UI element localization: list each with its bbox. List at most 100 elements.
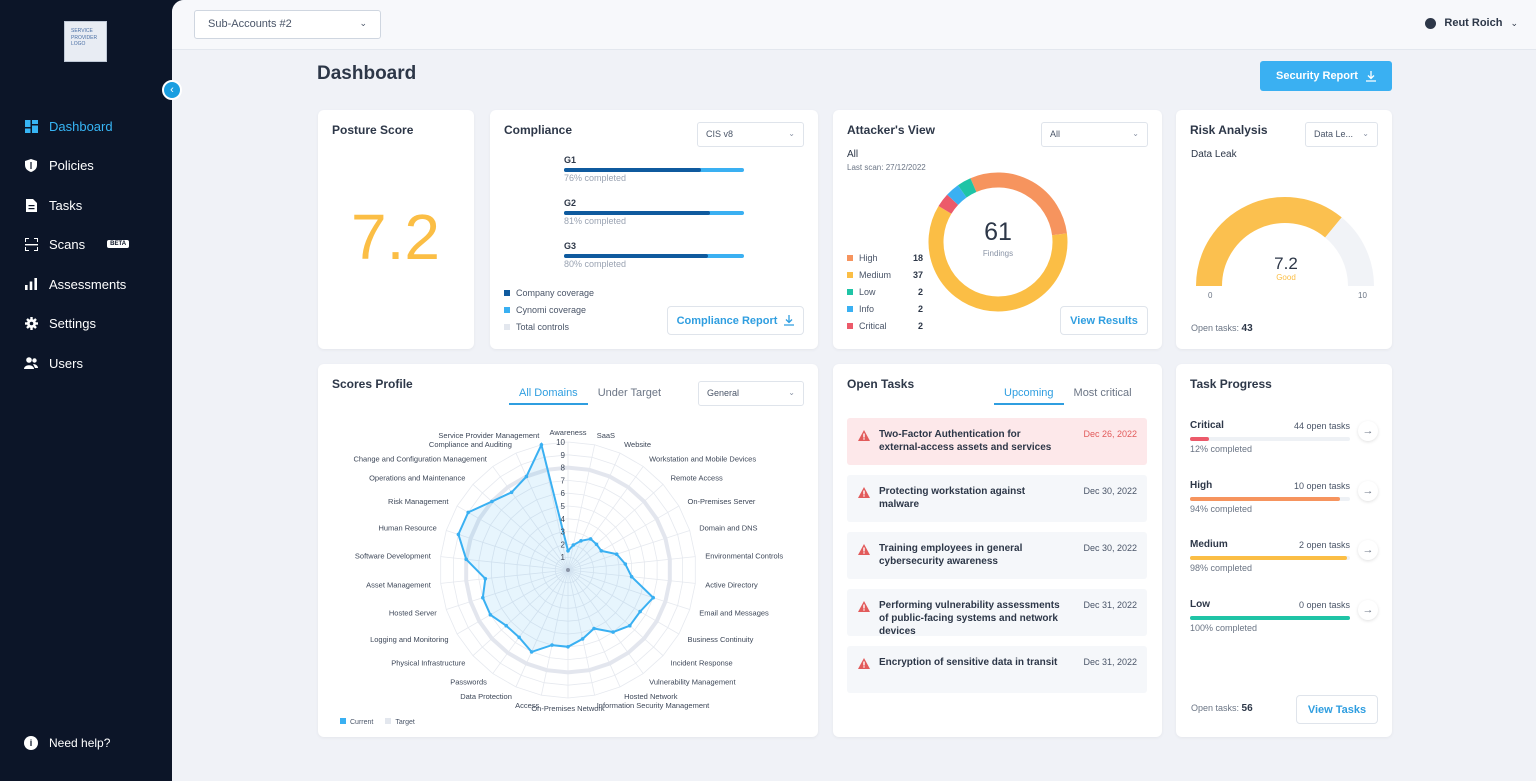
company-coverage-fill [564, 168, 701, 172]
attacker-filter-select[interactable]: All ⌄ [1041, 122, 1148, 147]
task-progress-card: Task Progress Critical 44 open tasks 12% c… [1176, 364, 1392, 737]
user-menu[interactable]: Reut Roich ⌄ [1425, 17, 1518, 29]
findings-total-label: Findings [982, 249, 1014, 258]
tab-all-domains[interactable]: All Domains [509, 387, 588, 405]
progress-track [1190, 615, 1350, 620]
sidebar-item-label: Policies [49, 157, 94, 173]
scan-icon [24, 237, 38, 251]
radar-axis-label: Awareness [550, 428, 587, 437]
radar-point [517, 635, 521, 640]
tab-most-critical[interactable]: Most critical [1073, 387, 1132, 399]
compliance-report-label: Compliance Report [676, 314, 778, 327]
sidebar-item-policies[interactable]: Policies [24, 155, 94, 175]
progress-label: High [1190, 479, 1213, 491]
compliance-report-button[interactable]: Compliance Report [667, 306, 804, 335]
findings-legend-item: High 18 [847, 253, 923, 263]
progress-percent: 12% completed [1190, 444, 1253, 454]
group-progress-bar [564, 254, 744, 258]
radar-tick-label: 9 [561, 451, 566, 460]
risk-gauge [1196, 197, 1374, 287]
radar-point [628, 623, 632, 628]
arrow-right-icon[interactable]: → [1358, 421, 1378, 441]
chevron-down-icon: ⌄ [1510, 17, 1518, 28]
risk-subtitle: Data Leak [1191, 149, 1237, 160]
scores-filter-select[interactable]: General ⌄ [698, 381, 804, 406]
findings-total: 61 [984, 218, 1012, 246]
chevron-left-icon: ‹ [170, 84, 174, 96]
shield-icon [24, 158, 38, 172]
bar-chart-icon [24, 277, 38, 291]
legend-total-controls: Total controls [504, 322, 569, 332]
radar-point [504, 623, 508, 628]
sidebar-item-tasks[interactable]: Tasks [24, 195, 82, 215]
radar-point [524, 474, 529, 479]
collapse-sidebar-button[interactable]: ‹ [162, 80, 182, 100]
open-task-item[interactable]: Performing vulnerability assessments of … [847, 589, 1147, 637]
legend-swatch [504, 324, 510, 330]
progress-open-count: 44 open tasks [1293, 421, 1350, 431]
compliance-group-g1: G1 76% completed [564, 155, 744, 183]
risk-filter-select[interactable]: Data Le... ⌄ [1305, 122, 1378, 147]
open-task-item[interactable]: Protecting workstation against malware De… [847, 475, 1147, 522]
group-label: G2 [564, 198, 577, 208]
progress-track [1190, 556, 1350, 560]
sidebar-item-label: Assessments [49, 276, 127, 292]
radar-axis-label: SaaS [597, 431, 615, 440]
progress-open-count: 0 open tasks [1298, 599, 1350, 610]
radar-axis-label: Data Protection [460, 692, 512, 701]
arrow-right-icon[interactable]: → [1358, 599, 1378, 620]
company-coverage-fill [564, 254, 708, 258]
arrow-right-icon[interactable]: → [1358, 540, 1378, 560]
need-help-link[interactable]: i Need help? [24, 736, 110, 750]
sub-account-select[interactable]: Sub-Accounts #2 ⌄ [194, 10, 381, 39]
sidebar-item-dashboard[interactable]: Dashboard [24, 116, 113, 136]
donut-segment-info [947, 185, 967, 205]
open-tasks-count: 56 [1241, 703, 1253, 714]
radar-point [550, 643, 554, 647]
radar-point [592, 626, 596, 631]
legend-swatch [504, 307, 510, 313]
sidebar-item-settings[interactable]: Settings [24, 313, 96, 333]
legend-label: Company coverage [516, 288, 595, 298]
framework-select[interactable]: CIS v8 ⌄ [697, 122, 804, 147]
beta-badge: BETA [107, 240, 130, 248]
radar-point [651, 595, 655, 600]
open-task-item[interactable]: Encryption of sensitive data in transit D… [847, 646, 1147, 693]
sidebar-item-scans[interactable]: Scans BETA [24, 234, 130, 254]
radar-tick-label: 3 [561, 528, 566, 537]
risk-filter-value: Data Le... [1314, 129, 1354, 139]
open-task-item[interactable]: Training employees in general cybersecur… [847, 532, 1147, 579]
group-progress-bar [564, 168, 744, 172]
legend-label: Cynomi coverage [516, 305, 587, 315]
open-task-item[interactable]: Two-Factor Authentication for external-a… [847, 418, 1147, 465]
tab-upcoming[interactable]: Upcoming [994, 387, 1064, 405]
radar-point [566, 549, 570, 553]
radar-axis-label: Environmental Controls [705, 552, 783, 561]
security-report-button[interactable]: Security Report [1260, 61, 1392, 91]
radar-point [509, 490, 514, 495]
arrow-right-icon[interactable]: → [1358, 480, 1378, 501]
warning-icon [858, 487, 870, 498]
progress-label: Low [1190, 598, 1210, 610]
open-tasks-title: Open Tasks [847, 377, 915, 391]
warning-icon [858, 601, 870, 612]
sidebar-item-users[interactable]: Users [24, 353, 83, 373]
radar-point [629, 574, 634, 579]
sidebar-item-assessments[interactable]: Assessments [24, 274, 126, 294]
view-tasks-button[interactable]: View Tasks [1296, 695, 1378, 724]
radar-axis-label: Email and Messages [699, 609, 769, 618]
legend-label: Current [350, 719, 374, 726]
finding-label: Medium [859, 270, 892, 280]
open-tasks-card: Open Tasks Upcoming Most critical Two-Fa… [833, 364, 1162, 737]
compliance-group-g3: G3 80% completed [564, 241, 744, 269]
findings-legend-item: Low 2 [847, 287, 923, 297]
finding-count: 37 [912, 270, 923, 280]
finding-label: Low [859, 287, 876, 297]
tab-under-target[interactable]: Under Target [597, 387, 662, 399]
radar-axis-label: Information Security Management [597, 701, 710, 710]
finding-count: 2 [917, 304, 923, 314]
legend-label: Target [395, 719, 415, 726]
risk-analysis-title: Risk Analysis [1190, 123, 1268, 137]
attacker-filter-value: All [1050, 129, 1061, 139]
view-results-button[interactable]: View Results [1060, 306, 1148, 335]
